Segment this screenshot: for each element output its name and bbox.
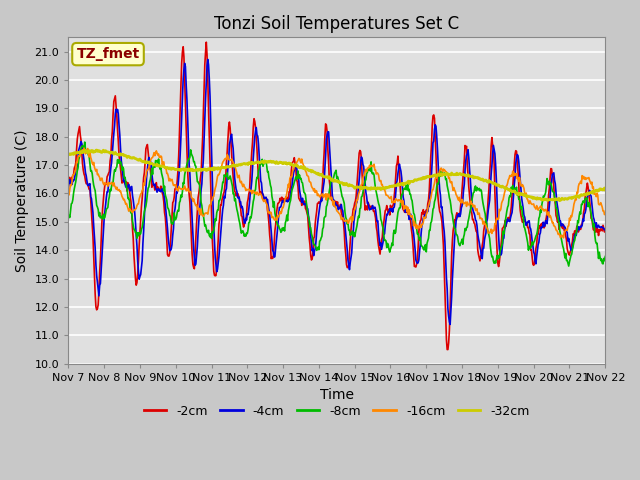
-8cm: [435, 181, 442, 187]
-2cm: [206, 161, 214, 167]
-32cm: [93, 147, 100, 153]
-32cm: [65, 151, 72, 156]
-32cm: [381, 185, 389, 191]
-8cm: [81, 139, 88, 145]
Line: -16cm: -16cm: [68, 148, 605, 238]
-8cm: [381, 237, 389, 243]
-2cm: [381, 208, 389, 214]
Y-axis label: Soil Temperature (C): Soil Temperature (C): [15, 129, 29, 272]
-2cm: [182, 123, 190, 129]
-16cm: [183, 188, 191, 193]
Title: Tonzi Soil Temperatures Set C: Tonzi Soil Temperatures Set C: [214, 15, 460, 33]
-4cm: [435, 162, 442, 168]
Legend: -2cm, -4cm, -8cm, -16cm, -32cm: -2cm, -4cm, -8cm, -16cm, -32cm: [139, 400, 535, 423]
-32cm: [556, 198, 564, 204]
-4cm: [206, 93, 214, 99]
-8cm: [565, 263, 573, 269]
-8cm: [206, 234, 214, 240]
-4cm: [204, 57, 212, 62]
-32cm: [329, 177, 337, 182]
-16cm: [206, 202, 214, 207]
-8cm: [329, 177, 337, 182]
-32cm: [553, 197, 561, 203]
Line: -32cm: -32cm: [68, 150, 605, 201]
-4cm: [602, 227, 609, 233]
-2cm: [329, 200, 337, 206]
-8cm: [553, 205, 561, 211]
-4cm: [381, 223, 389, 228]
-16cm: [559, 235, 567, 240]
-8cm: [183, 161, 191, 167]
-4cm: [182, 82, 190, 87]
-16cm: [435, 173, 442, 179]
Text: TZ_fmet: TZ_fmet: [76, 47, 140, 61]
-16cm: [65, 192, 72, 198]
-32cm: [183, 167, 191, 172]
-2cm: [202, 39, 210, 45]
-16cm: [329, 202, 337, 208]
-16cm: [602, 210, 609, 216]
-16cm: [80, 145, 88, 151]
X-axis label: Time: Time: [320, 388, 354, 402]
-4cm: [65, 185, 72, 191]
-8cm: [65, 216, 72, 221]
-4cm: [554, 204, 561, 209]
Line: -4cm: -4cm: [68, 60, 605, 324]
-32cm: [206, 166, 214, 172]
-4cm: [446, 322, 454, 327]
-16cm: [553, 228, 561, 233]
-2cm: [444, 347, 451, 352]
-2cm: [65, 176, 72, 182]
-2cm: [435, 197, 442, 203]
-2cm: [602, 227, 609, 232]
-2cm: [554, 219, 561, 225]
-32cm: [602, 187, 609, 192]
-32cm: [435, 171, 442, 177]
-4cm: [329, 197, 337, 203]
-8cm: [602, 253, 609, 259]
-16cm: [381, 189, 389, 194]
Line: -2cm: -2cm: [68, 42, 605, 349]
Line: -8cm: -8cm: [68, 142, 605, 266]
